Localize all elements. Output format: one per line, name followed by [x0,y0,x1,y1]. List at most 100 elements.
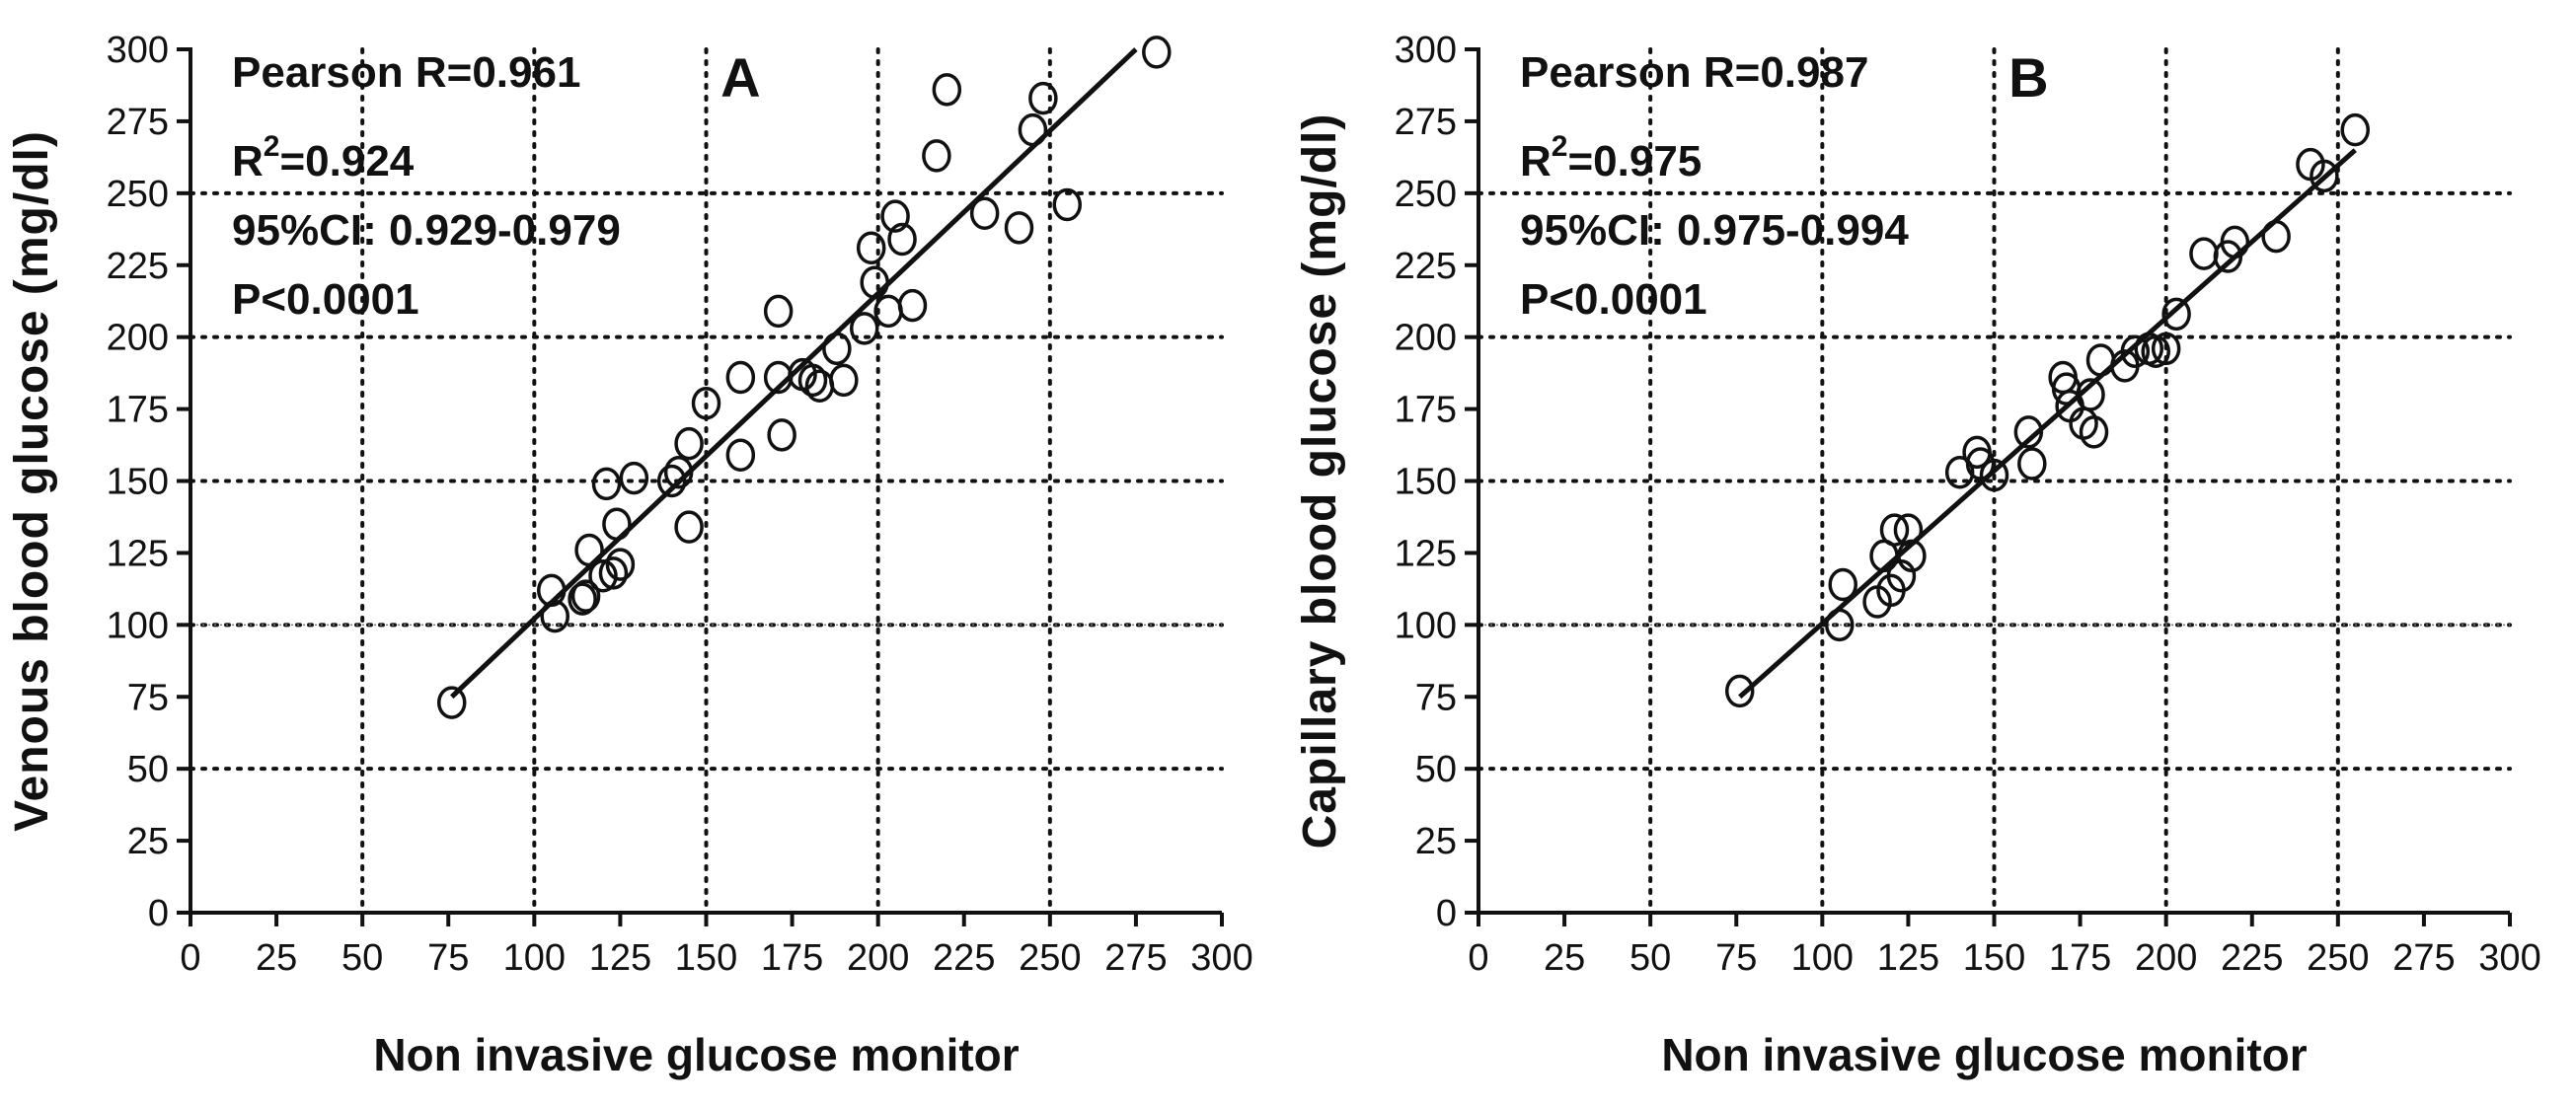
data-point [829,363,859,398]
stat-pearson: Pearson R=0.987 [1520,48,1868,97]
y-tick-label: 200 [1395,318,1457,359]
data-point [1828,567,1857,602]
data-point [763,294,794,329]
data-point [1028,81,1058,115]
x-tick-label: 200 [2135,937,2197,979]
data-point [1897,539,1927,573]
x-tick-label: 125 [1877,937,1939,979]
x-axis-title: Non invasive glucose monitor [373,1029,1019,1080]
x-tick-label: 250 [1019,937,1081,979]
data-point [860,265,889,299]
x-tick-label: 25 [1544,937,1585,979]
data-points [436,36,1172,719]
stat-p-value: P<0.0001 [1520,275,1707,324]
data-point [849,312,879,345]
data-point [2141,334,2170,368]
x-tick-label: 75 [427,937,469,979]
data-point [873,294,903,329]
y-tick-label: 225 [107,246,169,287]
data-point [588,559,618,593]
data-point [2120,334,2151,368]
x-tick-label: 150 [1963,937,2025,979]
data-point [591,467,622,501]
data-point [436,686,467,719]
x-axis-title: Non invasive glucose monitor [1661,1029,2307,1080]
data-point [880,199,910,233]
stat-confidence-interval: 95%CI: 0.975-0.994 [1520,206,1909,255]
x-tick-label: 75 [1715,937,1757,979]
data-point [725,438,756,472]
data-point [1979,458,2009,492]
y-tick-label: 150 [107,462,169,503]
x-tick-label: 0 [1468,937,1488,979]
y-tick-label: 150 [1395,462,1457,503]
data-point [1825,608,1855,642]
data-point [598,556,629,590]
stat-r-squared: R2=0.924 [232,130,415,185]
stat-confidence-interval: 95%CI: 0.929-0.979 [232,206,621,255]
data-point [1944,456,1975,489]
data-point [574,533,604,567]
data-point [674,510,704,544]
stat-r-squared: R2=0.975 [1520,130,1702,185]
y-tick-label: 0 [148,893,169,934]
x-tick-label: 100 [503,937,566,979]
x-tick-label: 200 [847,937,909,979]
x-tick-label: 250 [2307,937,2369,979]
x-tick-label: 275 [2392,937,2455,979]
data-point [605,548,636,581]
data-point [2017,447,2047,481]
data-point [932,73,962,107]
data-point [797,363,828,398]
y-tick-label: 250 [1395,174,1457,215]
x-tick-label: 300 [2478,937,2540,979]
data-point [804,369,835,403]
data-point [1724,674,1755,708]
grid-lines [1477,47,2512,915]
data-point [1142,36,1172,69]
data-point [2220,225,2250,259]
grid-lines [189,47,1224,915]
y-tick-label: 275 [1395,102,1457,143]
y-axis-title: Venous blood glucose (mg/dl) [6,130,58,832]
data-point [2340,112,2370,147]
data-point [674,426,704,461]
data-point [897,288,928,323]
data-point [969,196,1000,230]
y-tick-label: 200 [107,318,169,359]
data-point [725,360,756,395]
data-point [1893,513,1924,547]
y-tick-label: 75 [127,677,169,718]
data-point [1004,211,1034,245]
data-point [2310,159,2339,193]
stat-pearson: Pearson R=0.961 [232,48,580,97]
y-tick-label: 250 [107,174,169,215]
y-tick-label: 75 [1415,677,1457,718]
data-point [656,464,687,498]
scatter-chart-a: 0 25 50 75 100 125 150 175 200 225 250 275 300 0 25 50 7… [6,30,1253,1080]
x-tick-label: 225 [933,937,995,979]
scatter-chart-b: 0 25 50 75 100 125 150 175 200 225 250 275 300 0 25 50 7… [1294,30,2541,1080]
data-point [1052,187,1082,222]
y-tick-label: 225 [1395,246,1457,287]
data-point [856,231,886,264]
x-tick-label: 50 [1629,937,1671,979]
data-point [2151,332,2181,366]
data-point [767,418,796,452]
x-tick-label: 175 [761,937,823,979]
stat-p-value: P<0.0001 [232,275,419,324]
chart-panel-a: 0 25 50 75 100 125 150 175 200 225 250 275 300 0 25 50 7… [6,30,1253,1080]
x-tick-label: 125 [589,937,651,979]
data-point [2013,415,2044,449]
data-point [763,360,794,395]
data-point [2085,343,2116,377]
x-tick-label: 300 [1190,937,1252,979]
x-tick-label: 225 [2221,937,2283,979]
x-tick-label: 0 [180,937,200,979]
y-tick-label: 25 [127,821,169,862]
data-point [2261,219,2291,254]
y-tick-label: 125 [1395,533,1457,574]
x-tick-label: 25 [256,937,297,979]
y-tick-label: 25 [1415,821,1457,862]
y-tick-label: 100 [1395,605,1457,646]
